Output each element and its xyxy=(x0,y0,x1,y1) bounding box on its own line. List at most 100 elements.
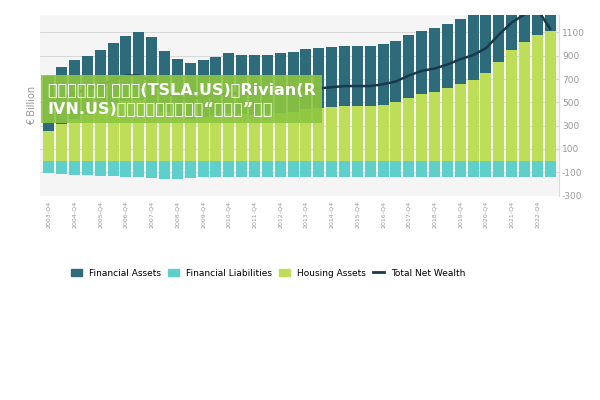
Bar xyxy=(146,160,157,178)
Bar xyxy=(172,160,183,179)
Bar xyxy=(403,98,414,160)
Bar xyxy=(339,160,350,178)
Bar xyxy=(301,49,311,109)
Bar xyxy=(121,160,131,177)
Bar xyxy=(146,37,157,104)
Bar xyxy=(56,124,67,160)
Bar xyxy=(467,15,479,80)
Bar xyxy=(493,62,504,160)
Bar xyxy=(532,160,543,178)
Bar xyxy=(172,59,183,116)
Bar xyxy=(211,115,221,160)
Bar xyxy=(275,160,286,178)
Bar xyxy=(287,52,299,112)
Bar xyxy=(223,113,234,160)
Bar xyxy=(82,115,93,160)
Bar xyxy=(197,118,209,160)
Bar xyxy=(506,160,517,178)
Bar xyxy=(365,46,376,106)
Bar xyxy=(377,105,389,160)
Bar xyxy=(146,104,157,160)
Bar xyxy=(43,160,54,173)
Bar xyxy=(82,160,93,175)
Bar xyxy=(121,36,131,101)
Bar xyxy=(429,92,440,160)
Bar xyxy=(506,0,517,50)
Bar xyxy=(442,88,453,160)
Bar xyxy=(185,119,196,160)
Bar xyxy=(326,160,337,178)
Text: 何谓股市杠杆 特斯拉(TSLA.US)与Rivian(R
IVN.US)就技术盗窃诉讴达成“有条件”和解: 何谓股市杠杆 特斯拉(TSLA.US)与Rivian(R IVN.US)就技术盗… xyxy=(47,82,316,116)
Bar xyxy=(352,46,363,106)
Bar xyxy=(519,160,530,178)
Bar xyxy=(133,100,144,160)
Bar xyxy=(493,160,504,178)
Bar xyxy=(121,101,131,160)
Bar xyxy=(481,73,491,160)
Bar xyxy=(326,107,337,160)
Bar xyxy=(442,160,453,178)
Bar xyxy=(287,160,299,178)
Bar xyxy=(429,28,440,92)
Bar xyxy=(416,160,427,178)
Bar xyxy=(249,160,260,178)
Bar xyxy=(391,160,401,178)
Bar xyxy=(275,54,286,113)
Bar xyxy=(313,108,324,160)
Legend: Financial Assets, Financial Liabilities, Housing Assets, Total Net Wealth: Financial Assets, Financial Liabilities,… xyxy=(67,265,470,281)
Bar xyxy=(236,160,247,178)
Bar xyxy=(95,50,106,110)
Bar xyxy=(532,35,543,160)
Bar xyxy=(455,19,466,84)
Bar xyxy=(95,110,106,160)
Bar xyxy=(519,0,530,42)
Bar xyxy=(467,160,479,178)
Bar xyxy=(275,113,286,160)
Bar xyxy=(211,160,221,178)
Bar xyxy=(69,119,80,160)
Bar xyxy=(313,48,324,108)
Bar xyxy=(377,160,389,178)
Bar xyxy=(197,160,209,178)
Bar xyxy=(159,112,170,160)
Bar xyxy=(133,32,144,100)
Bar xyxy=(287,112,299,160)
Bar xyxy=(197,60,209,118)
Bar xyxy=(455,84,466,160)
Bar xyxy=(545,160,556,178)
Bar xyxy=(107,43,119,106)
Bar xyxy=(185,63,196,119)
Bar xyxy=(403,35,414,98)
Bar xyxy=(429,160,440,178)
Bar xyxy=(391,102,401,160)
Bar xyxy=(339,106,350,160)
Bar xyxy=(519,42,530,160)
Bar xyxy=(223,160,234,178)
Bar xyxy=(159,160,170,179)
Bar xyxy=(301,109,311,160)
Bar xyxy=(133,160,144,178)
Bar xyxy=(442,24,453,88)
Bar xyxy=(69,160,80,174)
Bar xyxy=(416,94,427,160)
Bar xyxy=(107,160,119,176)
Bar xyxy=(493,0,504,62)
Bar xyxy=(185,160,196,178)
Bar xyxy=(249,114,260,160)
Bar xyxy=(352,160,363,178)
Bar xyxy=(403,160,414,178)
Bar xyxy=(313,160,324,178)
Bar xyxy=(43,76,54,132)
Bar xyxy=(506,50,517,160)
Bar xyxy=(262,160,273,178)
Bar xyxy=(56,68,67,124)
Bar xyxy=(545,0,556,31)
Bar xyxy=(455,160,466,178)
Bar xyxy=(365,106,376,160)
Bar xyxy=(365,160,376,178)
Bar xyxy=(339,46,350,106)
Bar xyxy=(43,132,54,160)
Bar xyxy=(262,54,273,114)
Bar xyxy=(211,57,221,115)
Bar xyxy=(107,106,119,160)
